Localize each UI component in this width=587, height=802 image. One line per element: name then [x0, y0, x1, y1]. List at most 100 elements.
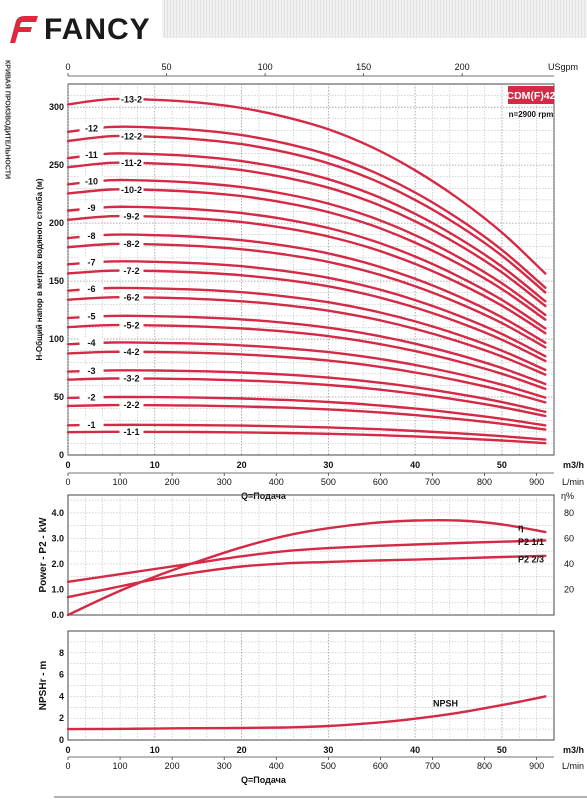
lmin-tick-label: 500	[321, 477, 336, 487]
head-curve-label: -9	[88, 203, 96, 213]
npsh-x-tick-label: 40	[410, 745, 420, 755]
head-x-tick-label: 50	[497, 460, 507, 470]
head-curve-label-bg	[79, 338, 104, 349]
head-curve-label-bg	[119, 292, 144, 303]
head-curve-label: -7-2	[123, 266, 139, 276]
npsh-y-tick-label: 2	[59, 713, 64, 723]
npsh-lmin-tick-label: 500	[321, 761, 336, 771]
head-curve-label-bg	[79, 392, 104, 403]
power-curve--2-1-1	[66, 539, 547, 583]
lmin-tick-label: 0	[65, 477, 70, 487]
npsh-y-tick-label: 8	[59, 648, 64, 658]
head-curve-label-bg	[119, 94, 144, 105]
head-y-axis-label: H-Общий напор в метрах водяного столба (…	[35, 178, 44, 360]
brand-name: FANCY	[44, 13, 151, 46]
head-curve-label-bg	[79, 230, 104, 241]
lmin-tick-label: 400	[269, 477, 284, 487]
head-curve-label-bg	[119, 239, 144, 250]
lmin-tick-label: 900	[529, 477, 544, 487]
head-curve-label: -4	[88, 338, 96, 348]
head-curve-label-bg	[79, 203, 104, 214]
head-x-tick-label: 0	[65, 460, 70, 470]
lmin-tick-label: 600	[373, 477, 388, 487]
head-curve-label-bg	[119, 400, 144, 411]
lmin-tick-label: 200	[165, 477, 180, 487]
npsh-x-tick-label: 0	[65, 745, 70, 755]
head-curve-label: -1-1	[123, 427, 139, 437]
model-title-box	[508, 86, 554, 104]
head-curve-label-bg	[119, 320, 144, 331]
head-curve-label: -10-2	[121, 185, 142, 195]
head-curve-label-bg	[119, 131, 144, 142]
head-curve-label-bg	[79, 283, 104, 294]
head-x-axis-label: Q=Подача	[241, 491, 287, 501]
eff-y-tick-label: 60	[564, 533, 574, 543]
head-curve-label: -3-2	[123, 374, 139, 384]
npsh-y-axis-label: NPSHr - m	[38, 661, 49, 711]
eff-series-label: η	[518, 523, 524, 533]
npsh-lmin-tick-label: 700	[425, 761, 440, 771]
npsh-y-tick-label: 4	[59, 691, 64, 701]
power-curve--2-2-3	[66, 554, 547, 599]
head-curve-label: -6	[88, 284, 96, 294]
head-curve-10-2	[66, 188, 547, 321]
head-curve-label: -4-2	[123, 347, 139, 357]
head-curve-label-bg	[119, 426, 144, 437]
head-curve-13-2	[66, 97, 547, 275]
head-curve-2	[66, 395, 547, 427]
head-curve-7-2	[66, 269, 547, 363]
header-decoration	[162, 0, 587, 38]
head-y-tick-label: 100	[49, 334, 64, 344]
head-curve-label: -6-2	[123, 292, 139, 302]
page-header: FANCY	[0, 0, 587, 52]
head-curve-6-2	[66, 295, 547, 376]
lmin-tick-label: 800	[477, 477, 492, 487]
head-curve-label-bg	[119, 373, 144, 384]
head-curve-label: -1	[88, 420, 96, 430]
npsh-lmin-tick-label: 0	[65, 761, 70, 771]
head-curve-label-bg	[119, 265, 144, 276]
eff-y-tick-label: 40	[564, 559, 574, 569]
head-curve-label-bg	[79, 420, 104, 431]
eff-y-tick-label: 80	[564, 508, 574, 518]
p2-full-series-label: P2 1/1	[518, 537, 544, 547]
head-curve-label: -12	[85, 124, 98, 134]
head-curve-1-1	[66, 430, 547, 445]
head-curve-2-2	[66, 403, 547, 431]
npsh-series-label: NPSH	[433, 699, 458, 709]
head-x-tick-label: 10	[150, 460, 160, 470]
head-curve-3	[66, 369, 547, 413]
head-curve-label: -8-2	[123, 239, 139, 249]
head-curve-label: -7	[88, 257, 96, 267]
head-curve-label: -3	[88, 366, 96, 376]
head-curve-label: -2	[88, 392, 96, 402]
head-curve-12-2	[66, 134, 547, 294]
head-curve-label: -8	[88, 231, 96, 241]
speed-subtitle: n=2900 rpm	[509, 110, 554, 119]
npsh-x-tick-label: 30	[323, 745, 333, 755]
head-curve-6	[66, 286, 547, 372]
lmin-tick-label: 300	[217, 477, 232, 487]
npsh-lmin-unit: L/min	[562, 761, 584, 771]
head-curve-10	[66, 178, 547, 317]
head-curve-11	[66, 152, 547, 303]
head-curve-9-2	[66, 214, 547, 335]
head-curve-4	[66, 341, 547, 399]
head-curve-8	[66, 233, 547, 344]
head-curve-11-2	[66, 161, 547, 308]
npsh-x-tick-label: 20	[237, 745, 247, 755]
npsh-x-unit: m3/h	[563, 745, 584, 755]
head-curve-label-bg	[79, 257, 104, 268]
head-curve-label: -11	[85, 150, 98, 160]
head-x-tick-label: 40	[410, 460, 420, 470]
head-curve-5	[66, 314, 547, 386]
head-curve-label: -13-2	[121, 94, 142, 104]
head-x-tick-label: 30	[323, 460, 333, 470]
head-curve-label: -9-2	[123, 211, 139, 221]
head-curve-8-2	[66, 242, 547, 349]
lmin-tick-label: 100	[113, 477, 128, 487]
usgpm-tick-label: 0	[65, 62, 70, 72]
eff-y-tick-label: 20	[564, 584, 574, 594]
power-y-axis-label: Power - P2 - kW	[38, 517, 49, 593]
